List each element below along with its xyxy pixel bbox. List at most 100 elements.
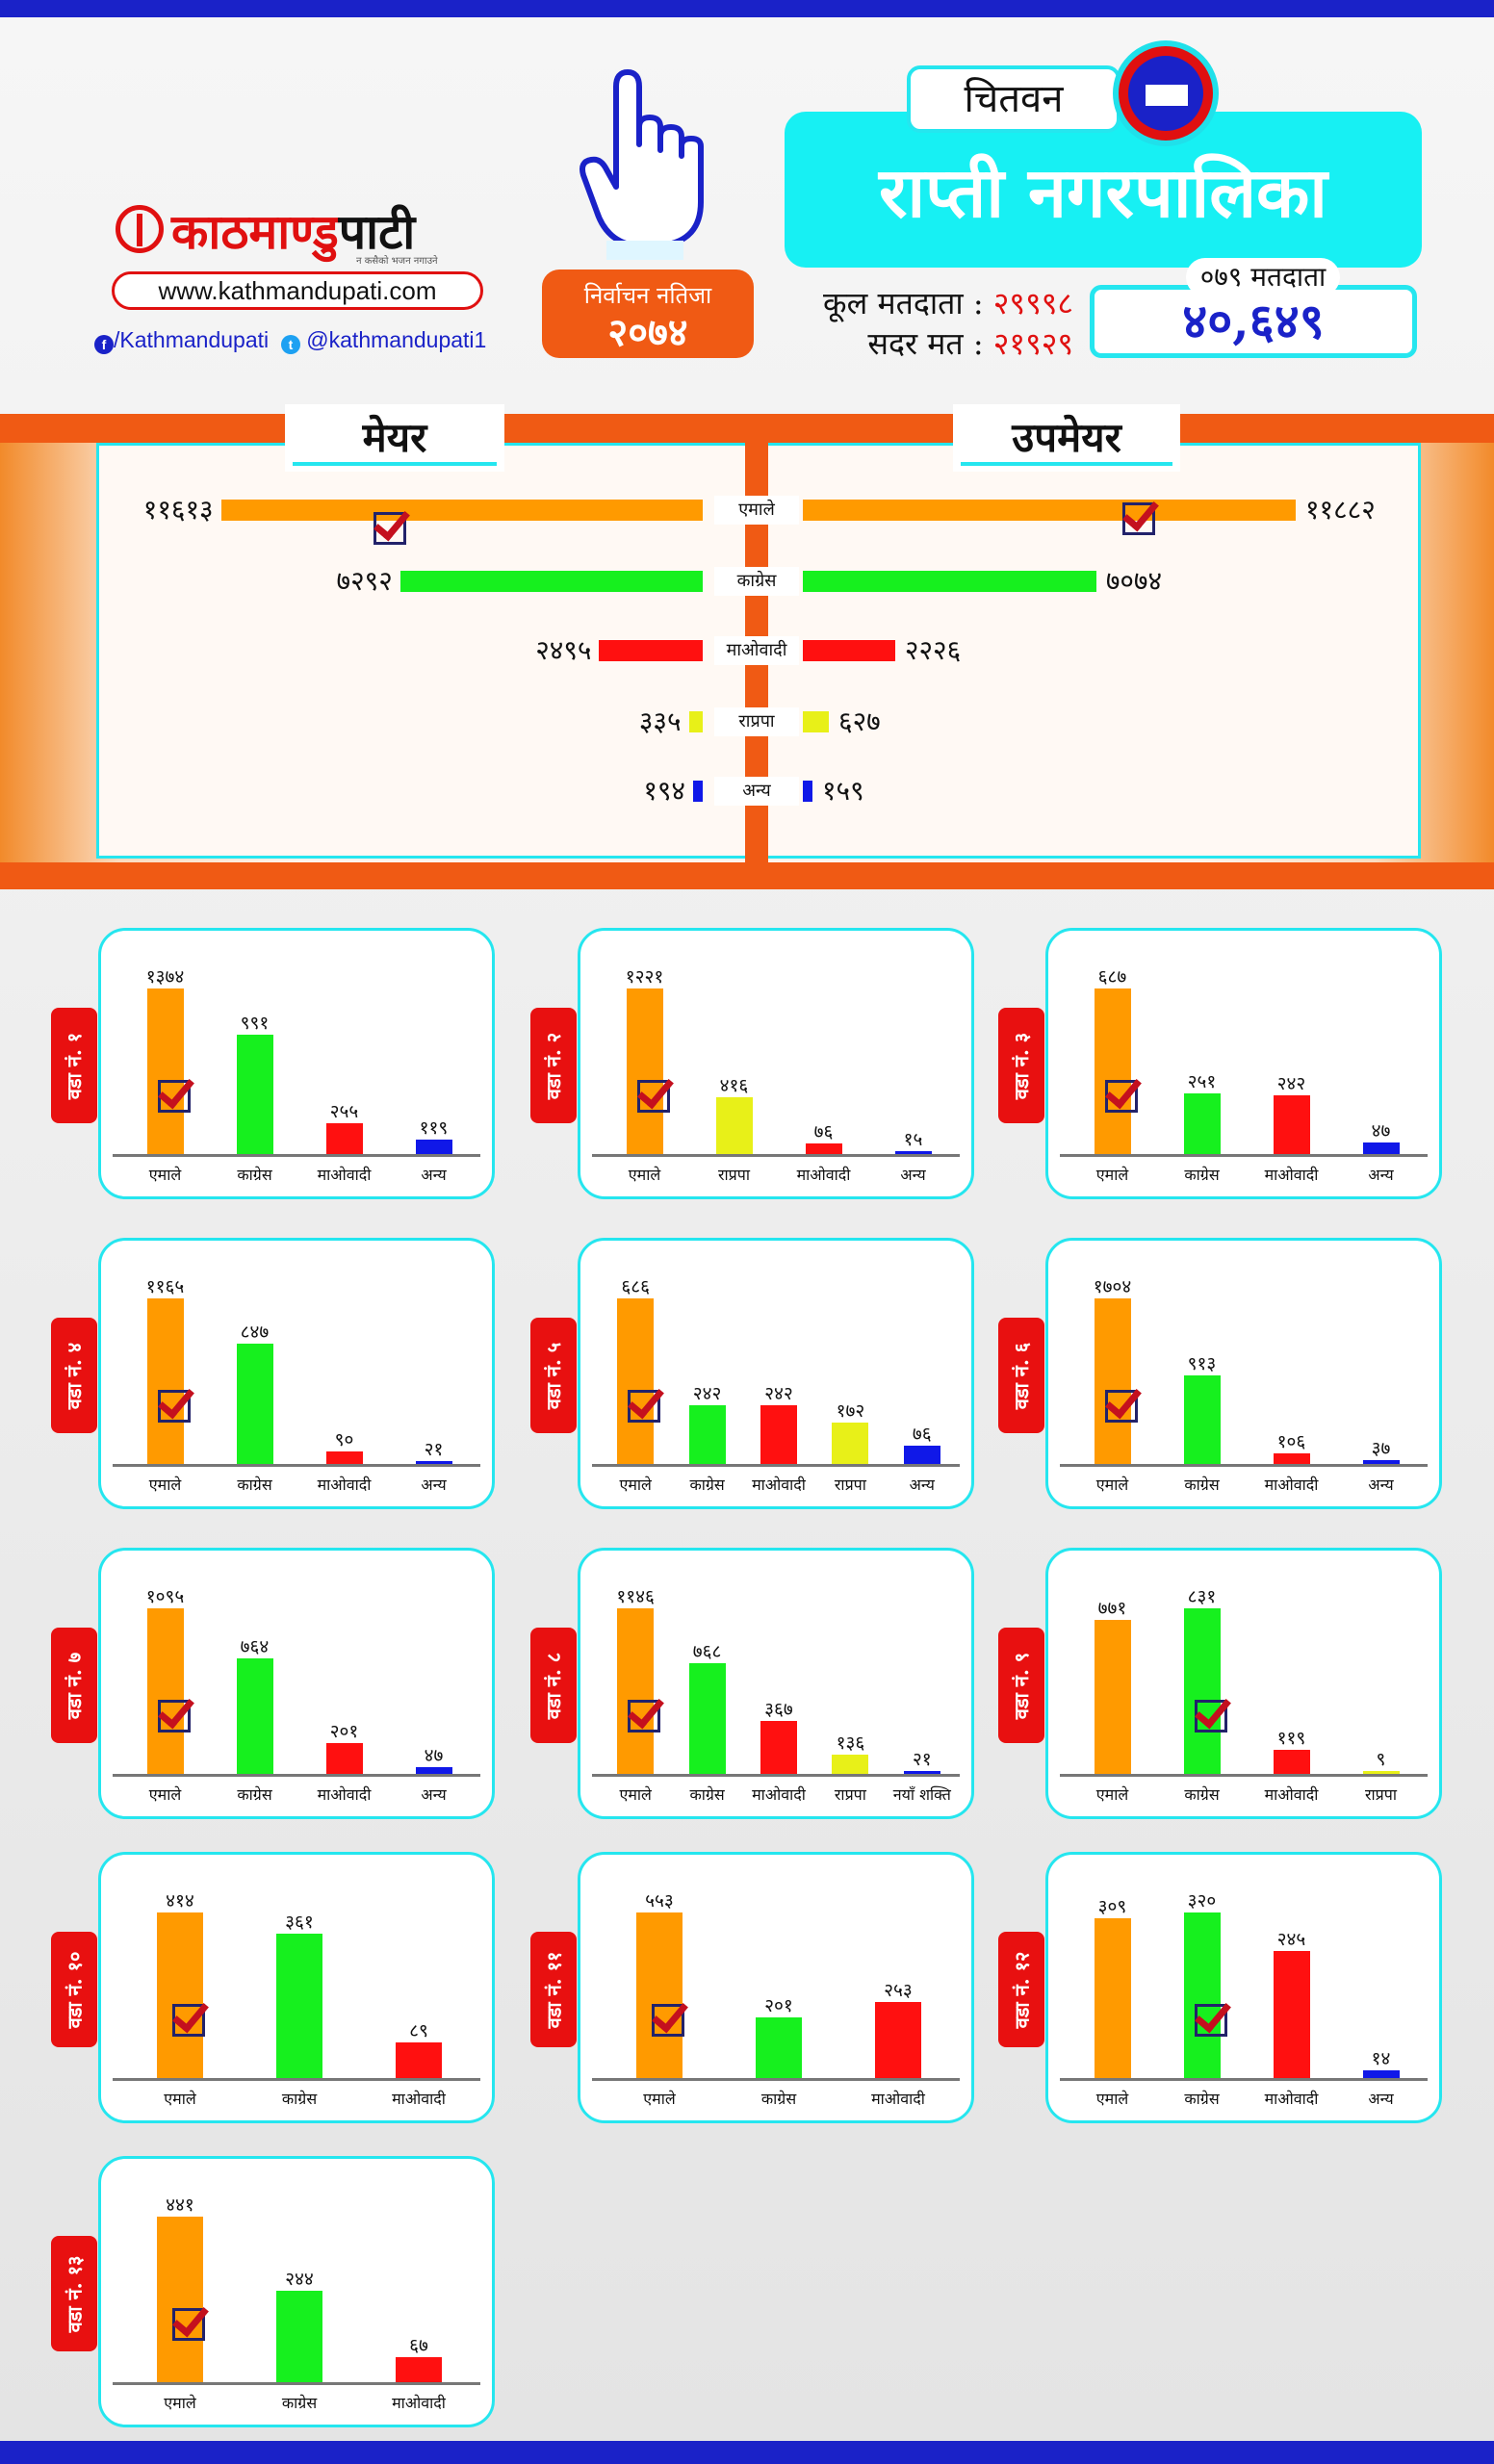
bar-3 <box>1273 1750 1310 1774</box>
winner-check-icon <box>1194 2003 1227 2037</box>
bar-2 <box>688 1405 726 1464</box>
category-label: काग्रेस <box>1184 2090 1220 2108</box>
category-label: माओवादी <box>317 1166 372 1184</box>
municipality-title: राप्ती नगरपालिका <box>785 112 1422 268</box>
deputy-mayor-bar <box>803 640 895 661</box>
party-label: अन्य <box>714 777 799 806</box>
category-label: माओवादी <box>317 1785 372 1804</box>
mayor-value: २४९५ <box>535 634 592 666</box>
mayor-bar <box>693 781 703 802</box>
ward-label: वडा नं. ११ <box>530 1932 577 2047</box>
bar-value: १७२ <box>836 1399 865 1422</box>
bar-value: ४७ <box>424 1744 444 1766</box>
bar-5 <box>903 1445 940 1464</box>
deputy-mayor-bar <box>803 500 1296 521</box>
bar-value: ११६५ <box>145 1276 185 1297</box>
deputy-mayor-bar <box>803 571 1096 592</box>
category-label: एमाले <box>164 2090 196 2108</box>
bar-2 <box>276 1934 322 2078</box>
category-label: काग्रेस <box>1184 1785 1220 1804</box>
facebook-icon: f <box>94 335 114 354</box>
brand-name-black: पाटी <box>338 203 416 260</box>
bar-3 <box>325 1450 363 1464</box>
category-label: काग्रेस <box>237 1785 272 1804</box>
category-label: अन्य <box>421 1785 447 1804</box>
deputy-mayor-value: १५९ <box>822 775 864 807</box>
ward-label-text: वडा नं. १ <box>63 1032 87 1099</box>
party-label: माओवादी <box>714 636 799 665</box>
chart-baseline <box>1060 1774 1428 1777</box>
bar-value: ३७ <box>1371 1438 1391 1460</box>
total-voters-value: २९९९८ <box>992 285 1073 321</box>
category-label: माओवादी <box>392 2394 446 2412</box>
facebook-handle[interactable]: /Kathmandupati <box>114 327 270 352</box>
category-label: काग्रेस <box>237 1166 272 1184</box>
bar-2 <box>236 1657 273 1774</box>
voting-finger-icon <box>580 69 704 260</box>
ward-label-text: वडा नं. ९ <box>1010 1652 1034 1719</box>
mayor-value: ११६१३ <box>142 494 214 526</box>
category-label: अन्य <box>1368 1476 1394 1494</box>
bar-value: २४२ <box>764 1383 793 1405</box>
ward-label: वडा नं. ६ <box>998 1318 1044 1433</box>
bar-4 <box>1362 1460 1400 1464</box>
bar-value: ३६७ <box>764 1698 793 1720</box>
ward-label: वडा नं. १० <box>51 1932 97 2047</box>
category-label: एमाले <box>628 1166 661 1184</box>
website-link[interactable]: www.kathmandupati.com <box>112 271 483 310</box>
bar-2 <box>236 1343 273 1464</box>
bar-1 <box>636 1912 683 2078</box>
bar-2 <box>756 2017 802 2078</box>
category-label: अन्य <box>1368 1166 1394 1184</box>
deputy-mayor-bar <box>803 781 812 802</box>
twitter-handle[interactable]: @kathmandupati1 <box>306 327 487 352</box>
ward-label: वडा नं. ९ <box>998 1628 1044 1743</box>
bar-2 <box>1183 1608 1221 1774</box>
ward-label: वडा नं. १ <box>51 1008 97 1123</box>
valid-votes-label: सदर मत : <box>867 325 984 362</box>
bar-value: १७०४ <box>1093 1276 1132 1297</box>
ward-label: वडा नं. २ <box>530 1008 577 1123</box>
category-label: काग्रेस <box>1184 1166 1220 1184</box>
bar-3 <box>1273 1095 1310 1154</box>
ward-label-text: वडा नं. १० <box>63 1951 87 2028</box>
bar-value: २५५ <box>329 1101 359 1123</box>
bar-value: २५१ <box>1187 1071 1217 1093</box>
bar-value: ७६४ <box>240 1635 270 1657</box>
category-label: अन्य <box>421 1476 447 1494</box>
bottom-border <box>0 2441 1494 2464</box>
category-label: एमाले <box>619 1785 652 1804</box>
bar-3 <box>396 2042 442 2078</box>
bar-value: ६७ <box>409 2334 428 2356</box>
category-label: माओवादी <box>317 1476 372 1494</box>
bar-4 <box>1362 2070 1400 2078</box>
category-label: राप्रपा <box>717 1166 751 1184</box>
category-label: माओवादी <box>1264 1476 1319 1494</box>
category-label: एमाले <box>1095 1166 1129 1184</box>
bar-value: ९ <box>1376 1749 1386 1770</box>
social-handles: f/Kathmandupati t @kathmandupati1 <box>94 327 486 354</box>
bar-value: १३७४ <box>145 966 185 988</box>
bar-2 <box>1183 1374 1221 1464</box>
category-label: माओवादी <box>752 1476 806 1494</box>
ward-label: वडा नं. १२ <box>998 1932 1044 2047</box>
bar-value: ४४१ <box>166 2194 194 2216</box>
bar-4 <box>415 1460 452 1464</box>
category-label: काग्रेस <box>237 1476 272 1494</box>
category-label: माओवादी <box>1264 1785 1319 1804</box>
mayor-bar <box>688 711 703 732</box>
brand-tagline: न कसैको भजन नगाउने <box>356 256 438 267</box>
deputy-mayor-title: उपमेयर <box>953 404 1180 472</box>
ward-label: वडा नं. ४ <box>51 1318 97 1433</box>
winner-check-icon <box>172 2003 205 2037</box>
bar-1 <box>1094 988 1131 1154</box>
ward-chart-3: वडा नं. ३ ६८७ एमाले २५१ काग्रेस २४२ माओवादी ४७ अ… <box>998 928 1442 1199</box>
voters-079-value: ४०,६४९ <box>1090 285 1417 358</box>
bar-value: २०१ <box>329 1721 359 1743</box>
ward-chart-4: वडा नं. ४ ११६५ एमाले ८४७ काग्रेस ९० माओवादी २१ अ… <box>51 1238 495 1509</box>
winner-check-icon <box>172 2307 205 2341</box>
category-label: माओवादी <box>1264 1166 1319 1184</box>
mayor-value: ३३५ <box>638 706 682 737</box>
ward-label-text: वडा नं. ४ <box>63 1342 87 1409</box>
bar-value: २५३ <box>884 1980 913 2002</box>
